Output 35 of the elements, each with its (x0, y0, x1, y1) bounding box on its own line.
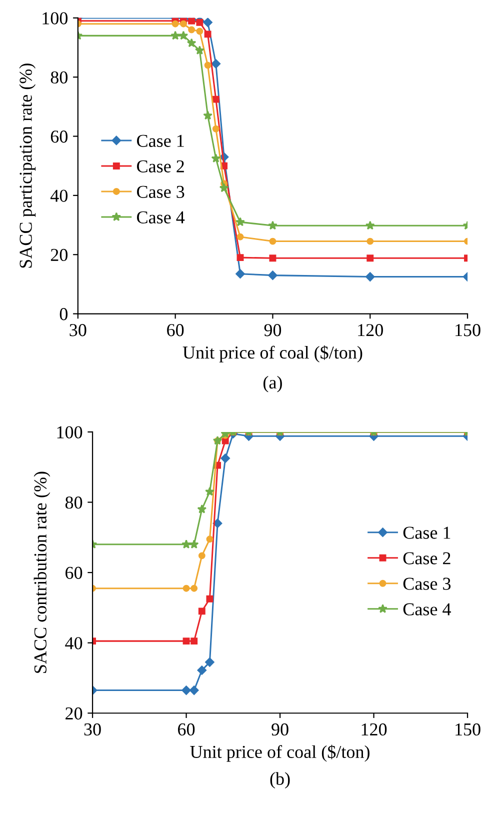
y-tick-label: 0 (60, 308, 68, 320)
x-tick-label: 150 (456, 723, 480, 736)
text: (a) (263, 376, 282, 392)
x-tick-label: 120 (362, 723, 387, 736)
x-tick-label: 90 (272, 723, 288, 736)
y-tick-label: 60 (50, 130, 68, 143)
x-tick-label: 30 (84, 723, 101, 736)
x-axis-title: Unit price of coal ($/ton) (190, 744, 370, 762)
legend-label: Case 4 (137, 211, 185, 224)
legend-label: Case 3 (403, 578, 451, 590)
x-tick-label: 30 (70, 324, 86, 336)
y-axis-title: SACC participation rate (%) (19, 64, 36, 268)
x-tick-label: 150 (456, 324, 480, 336)
x-tick-label: 60 (167, 324, 184, 336)
legend-label: Case 2 (403, 552, 450, 564)
legend-label: Case 3 (137, 186, 184, 198)
legend-label: Case 1 (137, 134, 184, 147)
x-tick-label: 60 (178, 723, 195, 736)
legend-label: Case 1 (403, 526, 450, 539)
y-tick-label: 20 (66, 707, 82, 720)
y-tick-label: 100 (42, 12, 68, 24)
x-axis-title: Unit price of coal ($/ton) (182, 345, 362, 362)
y-tick-label: 80 (50, 71, 68, 84)
y-tick-label: 40 (50, 190, 68, 202)
y-tick-label: 80 (65, 496, 82, 509)
x-tick-label: 120 (358, 324, 383, 336)
text: (b) (270, 772, 290, 789)
x-tick-label: 90 (264, 324, 282, 336)
y-axis-title: SACC contribution rate (%) (34, 472, 50, 673)
legend-label: Case 2 (137, 160, 184, 172)
legend-label: Case 4 (403, 603, 451, 616)
y-tick-label: 100 (57, 426, 82, 438)
y-tick-label: 60 (66, 566, 82, 579)
y-tick-label: 40 (65, 637, 82, 650)
y-tick-label: 20 (50, 248, 68, 262)
